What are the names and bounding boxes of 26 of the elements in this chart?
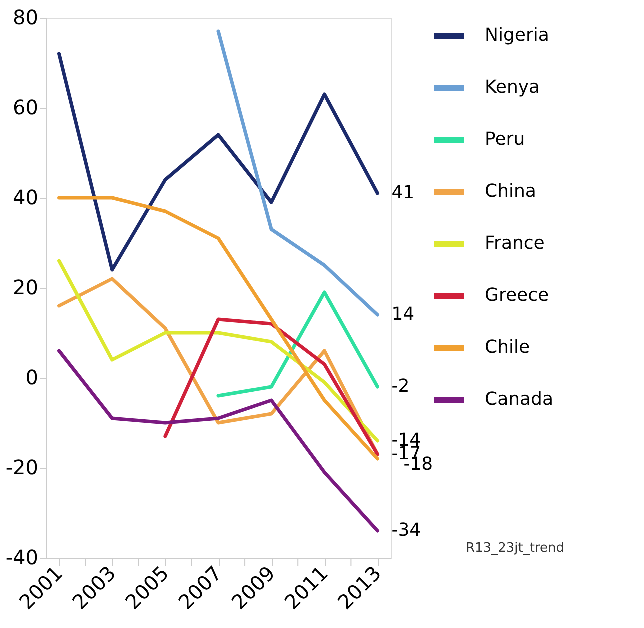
data-label: 14 [392,304,415,325]
legend-label: Chile [485,337,530,358]
line-series [58,52,380,272]
line-series [58,196,380,461]
legend-label: China [485,181,536,202]
data-label: 41 [392,182,415,204]
data-label: -2 [392,376,410,397]
line-series [216,30,380,317]
y-tick-label: 60 [13,96,38,120]
line-series [58,349,380,533]
legend-label: France [485,233,545,254]
legend-label: Greece [485,285,550,306]
y-tick-label: 80 [13,6,38,30]
y-tick-label: 20 [13,276,38,300]
y-tick-label: -40 [6,546,38,570]
line-series [164,318,380,456]
legend-label: Canada [485,389,554,410]
y-tick-label: 0 [26,366,38,390]
y-tick-label: 40 [13,186,38,210]
legend-label: Peru [485,129,526,150]
line-series [58,259,380,443]
text: R13_23jt_trend [466,541,564,556]
legend-label: Nigeria [485,25,550,46]
data-label: -34 [392,520,422,541]
legend-label: Kenya [485,77,540,98]
y-tick-label: -20 [6,456,38,480]
